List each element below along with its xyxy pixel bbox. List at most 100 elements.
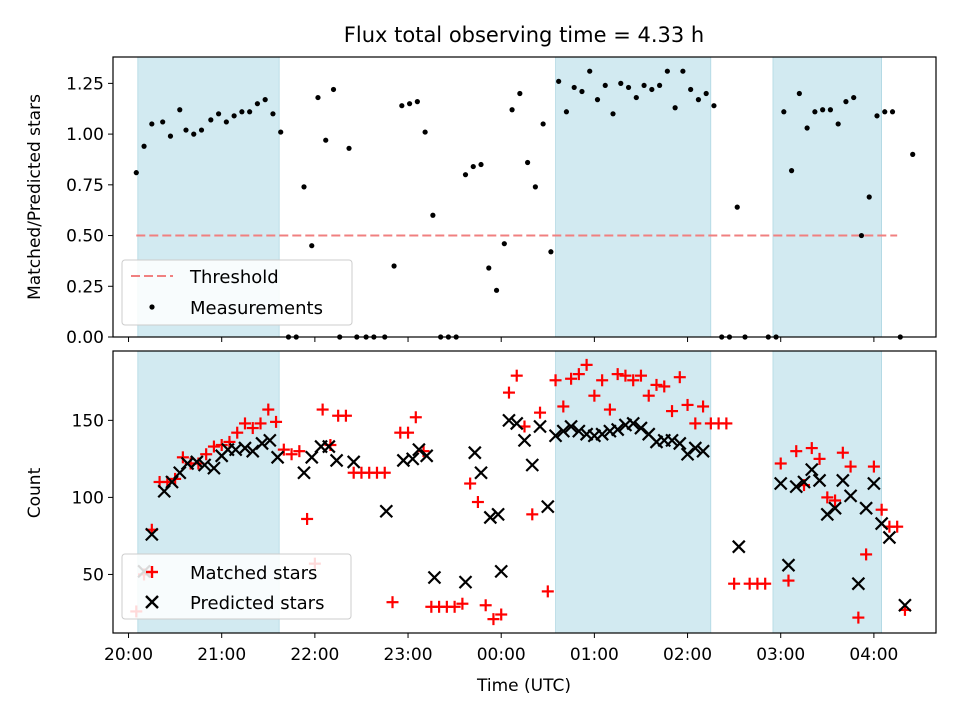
top-measurements-point-81 (788, 168, 795, 174)
bottom-matched-stars-point-33 (386, 596, 399, 609)
bottom-predicted-stars-point-64 (789, 479, 804, 494)
top-measurements-point-35 (414, 99, 420, 105)
bottom-predicted-stars-point-52 (634, 421, 648, 435)
bottom-predicted-stars-point-40 (541, 499, 555, 514)
legend-predicted-label: Predicted stars (190, 593, 324, 614)
bottom-matched-stars-point-53 (541, 585, 554, 598)
bottom-predicted-stars-point-69 (828, 501, 842, 515)
legend-top: Threshold Measurements (121, 259, 353, 326)
bottom-matched-stars-point-86 (813, 452, 826, 465)
bottom-predicted-stars-point-71 (843, 489, 858, 503)
bottom-predicted-stars-point-57 (673, 436, 687, 451)
bottom-matched-stars-point-62 (611, 368, 624, 381)
bottom-matched-stars-point-41 (448, 600, 461, 613)
bottom-y-tick-label-0: 50 (82, 565, 104, 585)
top-measurements-point-17 (270, 111, 276, 117)
ratio-panel: 0.00 0.25 0.50 0.75 1.00 1.25 (66, 56, 937, 348)
bottom-predicted-stars-point-73 (859, 501, 873, 515)
top-measurements-point-33 (399, 103, 405, 109)
top-measurements-point-69 (680, 68, 686, 74)
top-measurements-point-80 (781, 109, 787, 115)
top-measurements-point-62 (625, 84, 632, 91)
top-measurements-point-50 (532, 184, 538, 190)
top-measurements-point-76 (734, 204, 740, 210)
top-measurements-point-22 (309, 243, 315, 249)
bottom-matched-stars-point-46 (487, 613, 500, 626)
top-measurements-point-60 (610, 111, 616, 117)
top-measurements-point-92 (874, 113, 880, 119)
top-y-tick-label-2: 0.50 (66, 227, 104, 247)
bottom-predicted-stars-point-42 (556, 424, 571, 438)
x-axis-label: Time (UTC) (476, 676, 571, 696)
bottom-matched-stars-point-12 (223, 435, 236, 448)
bottom-predicted-stars-point-63 (781, 558, 796, 572)
bottom-predicted-stars-point-6 (190, 455, 204, 469)
top-measurements-point-66 (656, 82, 663, 89)
top-measurements-point-56 (579, 88, 585, 95)
top-measurements-point-68 (672, 105, 678, 111)
bottom-matched-stars-point-93 (867, 460, 880, 473)
bottom-predicted-stars-point-14 (255, 436, 269, 451)
bottom-matched-stars-point-82 (782, 574, 795, 587)
top-measurements-point-82 (796, 90, 802, 97)
x-tick-label-2: 22:00 (290, 645, 339, 665)
bottom-predicted-stars-point-68 (820, 507, 835, 522)
bottom-matched-stars-point-35 (402, 426, 415, 439)
top-measurements-point-96 (910, 151, 916, 157)
top-measurements-point-61 (618, 80, 624, 86)
top-measurements-point-21 (301, 184, 307, 190)
top-observing-window-1 (555, 56, 712, 338)
top-measurements-point-4 (167, 133, 174, 139)
top-measurements-point-58 (594, 97, 601, 103)
count-panel: 50 100 150 20:00 21:00 22:00 23:00 00:00 01:00 02… (72, 350, 937, 665)
bottom-predicted-stars-point-39 (533, 419, 547, 434)
top-measurements-point-52 (548, 249, 554, 255)
bottom-matched-stars-point-61 (603, 403, 616, 416)
bottom-matched-stars-point-89 (836, 446, 849, 459)
bottom-predicted-stars-point-22 (346, 455, 361, 469)
legend-bottom-frame (121, 553, 352, 620)
top-measurements-point-54 (563, 109, 570, 115)
top-measurements-point-1 (141, 143, 147, 149)
top-measurements-point-59 (602, 82, 608, 89)
y-axis-label-bottom: Count (25, 467, 45, 518)
bottom-matched-stars-point-65 (634, 369, 647, 382)
bottom-predicted-stars-point-18 (304, 450, 319, 465)
top-measurements-point-86 (827, 107, 834, 113)
top-measurements-point-43 (478, 161, 484, 168)
bottom-matched-stars-point-87 (821, 491, 834, 504)
chart-title: Flux total observing time = 4.33 h (344, 23, 704, 47)
bottom-matched-stars-point-81 (774, 457, 787, 470)
bottom-predicted-stars-point-43 (564, 419, 578, 434)
bottom-matched-stars-point-96 (891, 520, 904, 533)
top-measurements-point-83 (804, 125, 810, 131)
top-measurements-point-18 (278, 129, 284, 135)
bottom-matched-stars-point-51 (526, 508, 539, 521)
top-measurements-point-57 (587, 68, 593, 74)
bottom-predicted-stars-point-8 (207, 461, 221, 475)
bottom-predicted-stars-point-60 (696, 444, 710, 458)
top-measurements-point-11 (223, 119, 229, 125)
legend-predicted-swatch (145, 595, 159, 609)
bottom-predicted-stars-point-74 (867, 476, 881, 491)
legend-matched-swatch (146, 566, 158, 578)
bottom-predicted-stars-point-44 (572, 424, 586, 438)
bottom-predicted-stars-point-41 (548, 428, 563, 443)
bottom-matched-stars-point-69 (666, 405, 679, 418)
y-axis-label-top: Matched/Predicted stars (25, 94, 45, 300)
top-measurements-point-34 (406, 101, 413, 107)
legend-matched-label: Matched stars (190, 563, 317, 584)
top-measurements-point-67 (664, 68, 670, 74)
bottom-matched-stars-point-58 (580, 358, 593, 371)
bottom-predicted-stars-point-23 (379, 504, 394, 519)
top-measurements-point-12 (231, 113, 237, 119)
bottom-predicted-stars-point-7 (197, 458, 212, 472)
bottom-matched-stars-point-11 (215, 439, 228, 451)
bottom-matched-stars-point-24 (316, 403, 329, 416)
top-measurements-point-13 (239, 109, 245, 115)
bottom-matched-stars-point-32 (378, 466, 391, 479)
top-measurements-point-85 (820, 107, 826, 113)
top-measurements-point-72 (703, 90, 709, 97)
bottom-predicted-stars-point-37 (517, 433, 532, 448)
x-tick-label-0: 20:00 (104, 645, 153, 665)
